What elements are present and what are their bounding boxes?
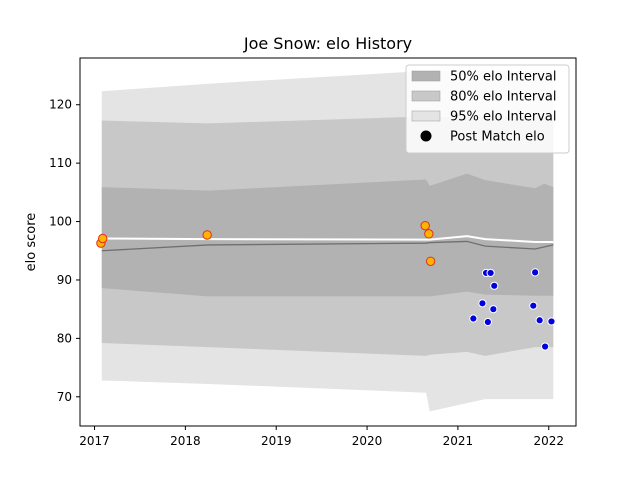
data-point-14 [529,301,538,310]
x-tick-label: 2019 [261,434,292,448]
legend-marker-post-match [420,130,432,142]
data-point-17 [541,342,550,351]
data-point-13 [490,281,499,290]
y-tick-label: 110 [49,156,72,170]
data-point-12 [489,305,498,314]
x-tick-label: 2022 [533,434,564,448]
data-point-6 [425,256,436,266]
data-point-16 [535,316,544,325]
trend-line-1 [101,240,554,252]
y-axis-label: elo score [24,213,39,272]
data-point-11 [486,268,495,278]
y-tick-label: 120 [49,98,72,112]
trend-line-2 [101,235,554,243]
legend-swatch-1 [411,70,441,82]
plot-frame [79,57,577,427]
y-tick-label: 80 [57,331,72,345]
plot-area [96,70,556,412]
x-tick-label: 2020 [352,434,383,448]
legend-box [405,64,570,154]
data-point-7 [469,314,478,323]
y-tick-label: 100 [49,215,72,229]
legend: 50% elo Interval 80% elo Interval 95% elo … [405,64,570,154]
data-point-10 [483,317,492,327]
data-point-8 [478,299,487,308]
y-tick-label: 90 [57,273,72,287]
legend-label-4: Post Match elo [450,130,545,145]
legend-label-3: 95% elo Interval [450,110,557,125]
band-3 [101,173,554,297]
chart-title: Joe Snow: elo History [243,34,412,53]
x-tick-label: 2017 [79,434,110,448]
legend-label-1: 50% elo Interval [450,70,557,85]
x-tick-label: 2021 [443,434,474,448]
data-point-5 [424,229,434,239]
legend-label-2: 80% elo Interval [450,90,557,105]
y-tick-label: 70 [57,390,72,404]
plot-content [96,70,556,412]
x-tick-label: 2018 [170,434,201,448]
data-point-18 [547,317,556,326]
axes: 2017 2018 2019 2020 2021 2022 70 80 90 100 110 120 [49,57,577,448]
data-point-4 [420,220,430,231]
legend-swatch-3 [411,110,441,122]
legend-swatch-2 [411,90,441,102]
data-point-2 [98,233,108,244]
data-point-15 [531,268,540,277]
data-point-3 [202,230,212,240]
